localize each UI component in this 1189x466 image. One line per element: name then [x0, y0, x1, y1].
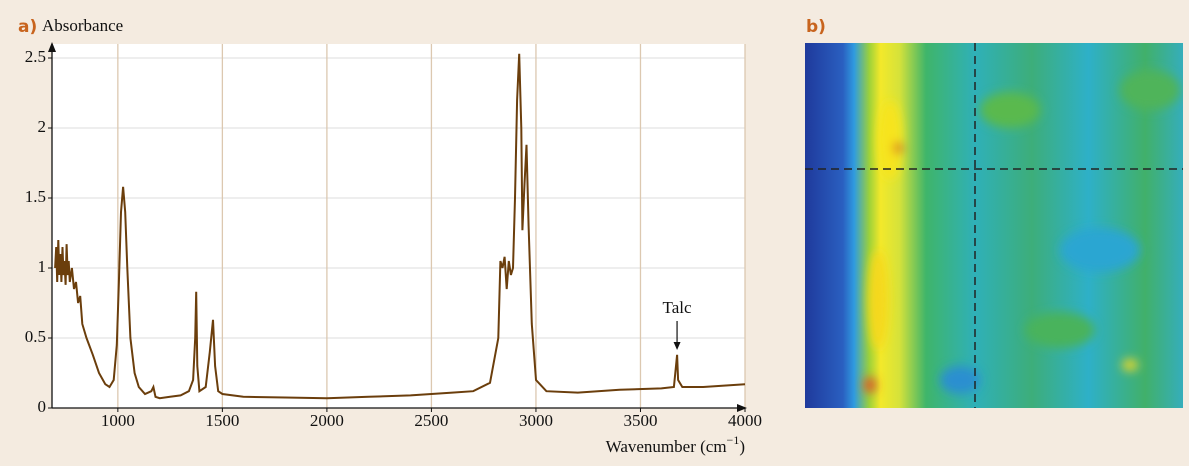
x-axis-label: Wavenumber (cm−1)	[606, 433, 745, 456]
panel-label: b)	[806, 17, 826, 37]
x-label-end: )	[739, 437, 745, 456]
axis-arrow	[737, 404, 747, 412]
y-tick-label: 0	[38, 397, 47, 416]
y-axis-label: Absorbance	[42, 16, 123, 35]
plot-area	[52, 44, 745, 408]
y-tick-label: 0.5	[25, 327, 46, 346]
x-tick-label: 2000	[310, 411, 344, 430]
x-tick-label: 3500	[623, 411, 657, 430]
panel-label: a)	[18, 17, 37, 37]
heatmap	[805, 43, 1183, 408]
y-tick-label: 2.5	[25, 47, 46, 66]
x-label-text: Wavenumber (cm	[606, 437, 727, 456]
y-tick-label: 2	[38, 117, 47, 136]
spectrum-line	[54, 53, 746, 400]
x-tick-label: 1500	[205, 411, 239, 430]
x-tick-label: 4000	[728, 411, 762, 430]
axis-arrow	[48, 42, 56, 52]
y-tick-label: 1	[38, 257, 47, 276]
annotation: Talc	[663, 298, 692, 317]
x-label-sup: −1	[727, 433, 740, 447]
x-tick-label: 3000	[519, 411, 553, 430]
y-tick-label: 1.5	[25, 187, 46, 206]
x-tick-label: 2500	[414, 411, 448, 430]
annotation-arrowhead	[673, 342, 681, 350]
x-tick-label: 1000	[101, 411, 135, 430]
